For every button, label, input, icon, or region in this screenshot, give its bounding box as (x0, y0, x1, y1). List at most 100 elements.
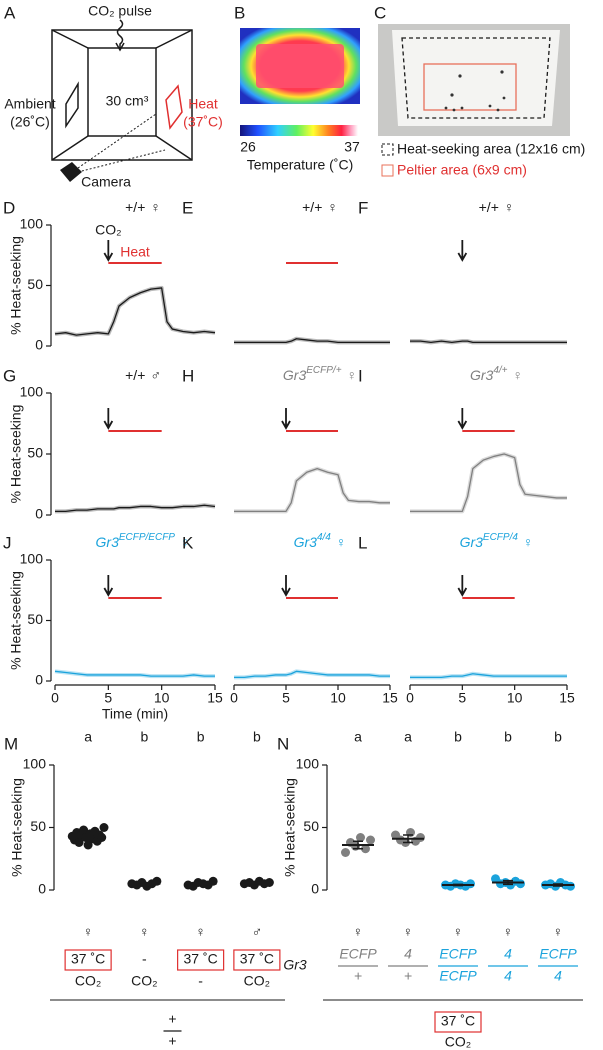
genotype: Gr3 (283, 367, 307, 383)
co2-arrow (457, 240, 468, 262)
y-tick-label: 100 (296, 756, 320, 772)
series-line (234, 467, 390, 512)
y-tick-label: 0 (35, 506, 43, 522)
y-tick-label: 0 (38, 881, 46, 897)
x-tick-label: 15 (207, 690, 223, 706)
genotype: +/+ (302, 199, 322, 215)
series-line (55, 504, 216, 512)
photo-board (392, 30, 560, 126)
peltier-area (423, 63, 517, 111)
y-tick-label: 100 (20, 551, 44, 567)
volume-label: 30 cm³ (106, 93, 149, 109)
panel-letter: E (182, 198, 193, 217)
panel-letter: C (374, 3, 386, 22)
panel-title: +/+ ♂ (125, 367, 161, 383)
sem-bar (195, 882, 206, 886)
genotype-denominator: 4 (554, 968, 562, 984)
genotype-numerator: ECFP (539, 946, 577, 962)
heat-box (177, 949, 225, 971)
sex-label: ♀ (403, 924, 414, 940)
box-drawing (51, 19, 193, 173)
series-band (234, 466, 390, 514)
heat-box (64, 949, 112, 971)
co2-arrow (457, 575, 468, 597)
ambient-label: Ambient (4, 96, 55, 112)
genotype-denominator: ECFP (439, 968, 477, 984)
panel-title: Gr34/4 ♀ (294, 532, 347, 550)
heat-box (434, 1011, 482, 1033)
co2-condition: CO₂ (131, 973, 157, 989)
co2-arrow (457, 408, 468, 430)
panel-letter: K (182, 533, 194, 552)
heat-label: Heat (188, 96, 218, 112)
panel-letter: D (3, 198, 15, 217)
data-point (516, 879, 525, 889)
panel-title: Gr3ECFP/4 ♀ (460, 532, 534, 550)
sem-bar (83, 834, 94, 839)
panel-letter: L (358, 533, 367, 552)
allele: ECFP/ECFP (119, 532, 175, 543)
y-tick-label: 100 (23, 756, 47, 772)
panel-title: Gr34/+ ♀ (470, 365, 523, 383)
colorbar-tick-label: 37 (344, 139, 360, 155)
sex-label: ♀ (453, 924, 464, 940)
co2-condition: CO₂ (445, 1034, 471, 1050)
heat-condition: 37 ˚C (184, 951, 218, 967)
sem-bar (403, 834, 413, 844)
camera-icon (60, 162, 82, 182)
allele: 4/+ (493, 365, 507, 376)
data-point (566, 881, 575, 891)
co2-arrow (103, 575, 114, 597)
sex: ♀ (347, 367, 358, 383)
heat-seeking-area (401, 37, 551, 119)
panel-a: A CO₂ pulse 30 cm³ Ambient (26˚C) Heat (… (4, 3, 223, 190)
genotype-numerator: 4 (504, 946, 512, 962)
genotype-denominator: + (168, 1033, 176, 1049)
allele: ECFP/+ (306, 365, 341, 376)
sem-bar (251, 881, 262, 884)
y-tick-label: 50 (27, 445, 43, 461)
camera-label: Camera (81, 174, 131, 190)
data-point (99, 823, 109, 832)
x-tick-label: 0 (51, 690, 59, 706)
allele: 4/4 (317, 532, 331, 543)
series-line (410, 453, 567, 512)
x-tick-label: 15 (559, 690, 575, 706)
x-tick-label: 5 (104, 690, 112, 706)
y-tick-label: 0 (311, 881, 319, 897)
sem-bar (503, 879, 513, 886)
series-line (410, 340, 567, 344)
legend-swatch (381, 164, 394, 177)
genotype: Gr3 (470, 367, 494, 383)
y-tick-label: 50 (303, 818, 319, 834)
sem-bar (353, 840, 363, 850)
sex: ♀ (504, 199, 515, 215)
y-tick-label: 100 (20, 216, 44, 232)
data-point (356, 833, 365, 842)
significance-letter: a (84, 729, 92, 745)
data-point (79, 825, 89, 835)
y-tick-label: 50 (30, 818, 46, 834)
legend-text: Heat-seeking area (12x16 cm) (397, 141, 585, 157)
genotype-denominator: + (404, 968, 412, 984)
sex-label: ♂ (252, 924, 263, 940)
y-axis-label: % Heat-seeking (8, 571, 24, 670)
co2-condition: - (198, 973, 203, 989)
genotype-numerator: + (168, 1011, 176, 1027)
y-axis-label: % Heat-seeking (8, 236, 24, 335)
sex-label: ♀ (503, 924, 514, 940)
colorbar-label: Temperature (˚C) (247, 157, 354, 173)
heat-condition: - (142, 951, 147, 967)
thermal-hotspot (256, 44, 344, 88)
x-tick-label: 5 (282, 690, 290, 706)
colorbar-tick-label: 26 (240, 139, 256, 155)
sex: ♀ (327, 199, 338, 215)
sex: ♀ (336, 534, 347, 550)
genotype: Gr3 (294, 534, 318, 550)
heat-box (233, 949, 281, 971)
sex-label: ♀ (83, 924, 94, 940)
panel-letter: H (182, 366, 194, 385)
panel-letter: F (358, 198, 368, 217)
co2-condition: CO₂ (75, 973, 101, 989)
